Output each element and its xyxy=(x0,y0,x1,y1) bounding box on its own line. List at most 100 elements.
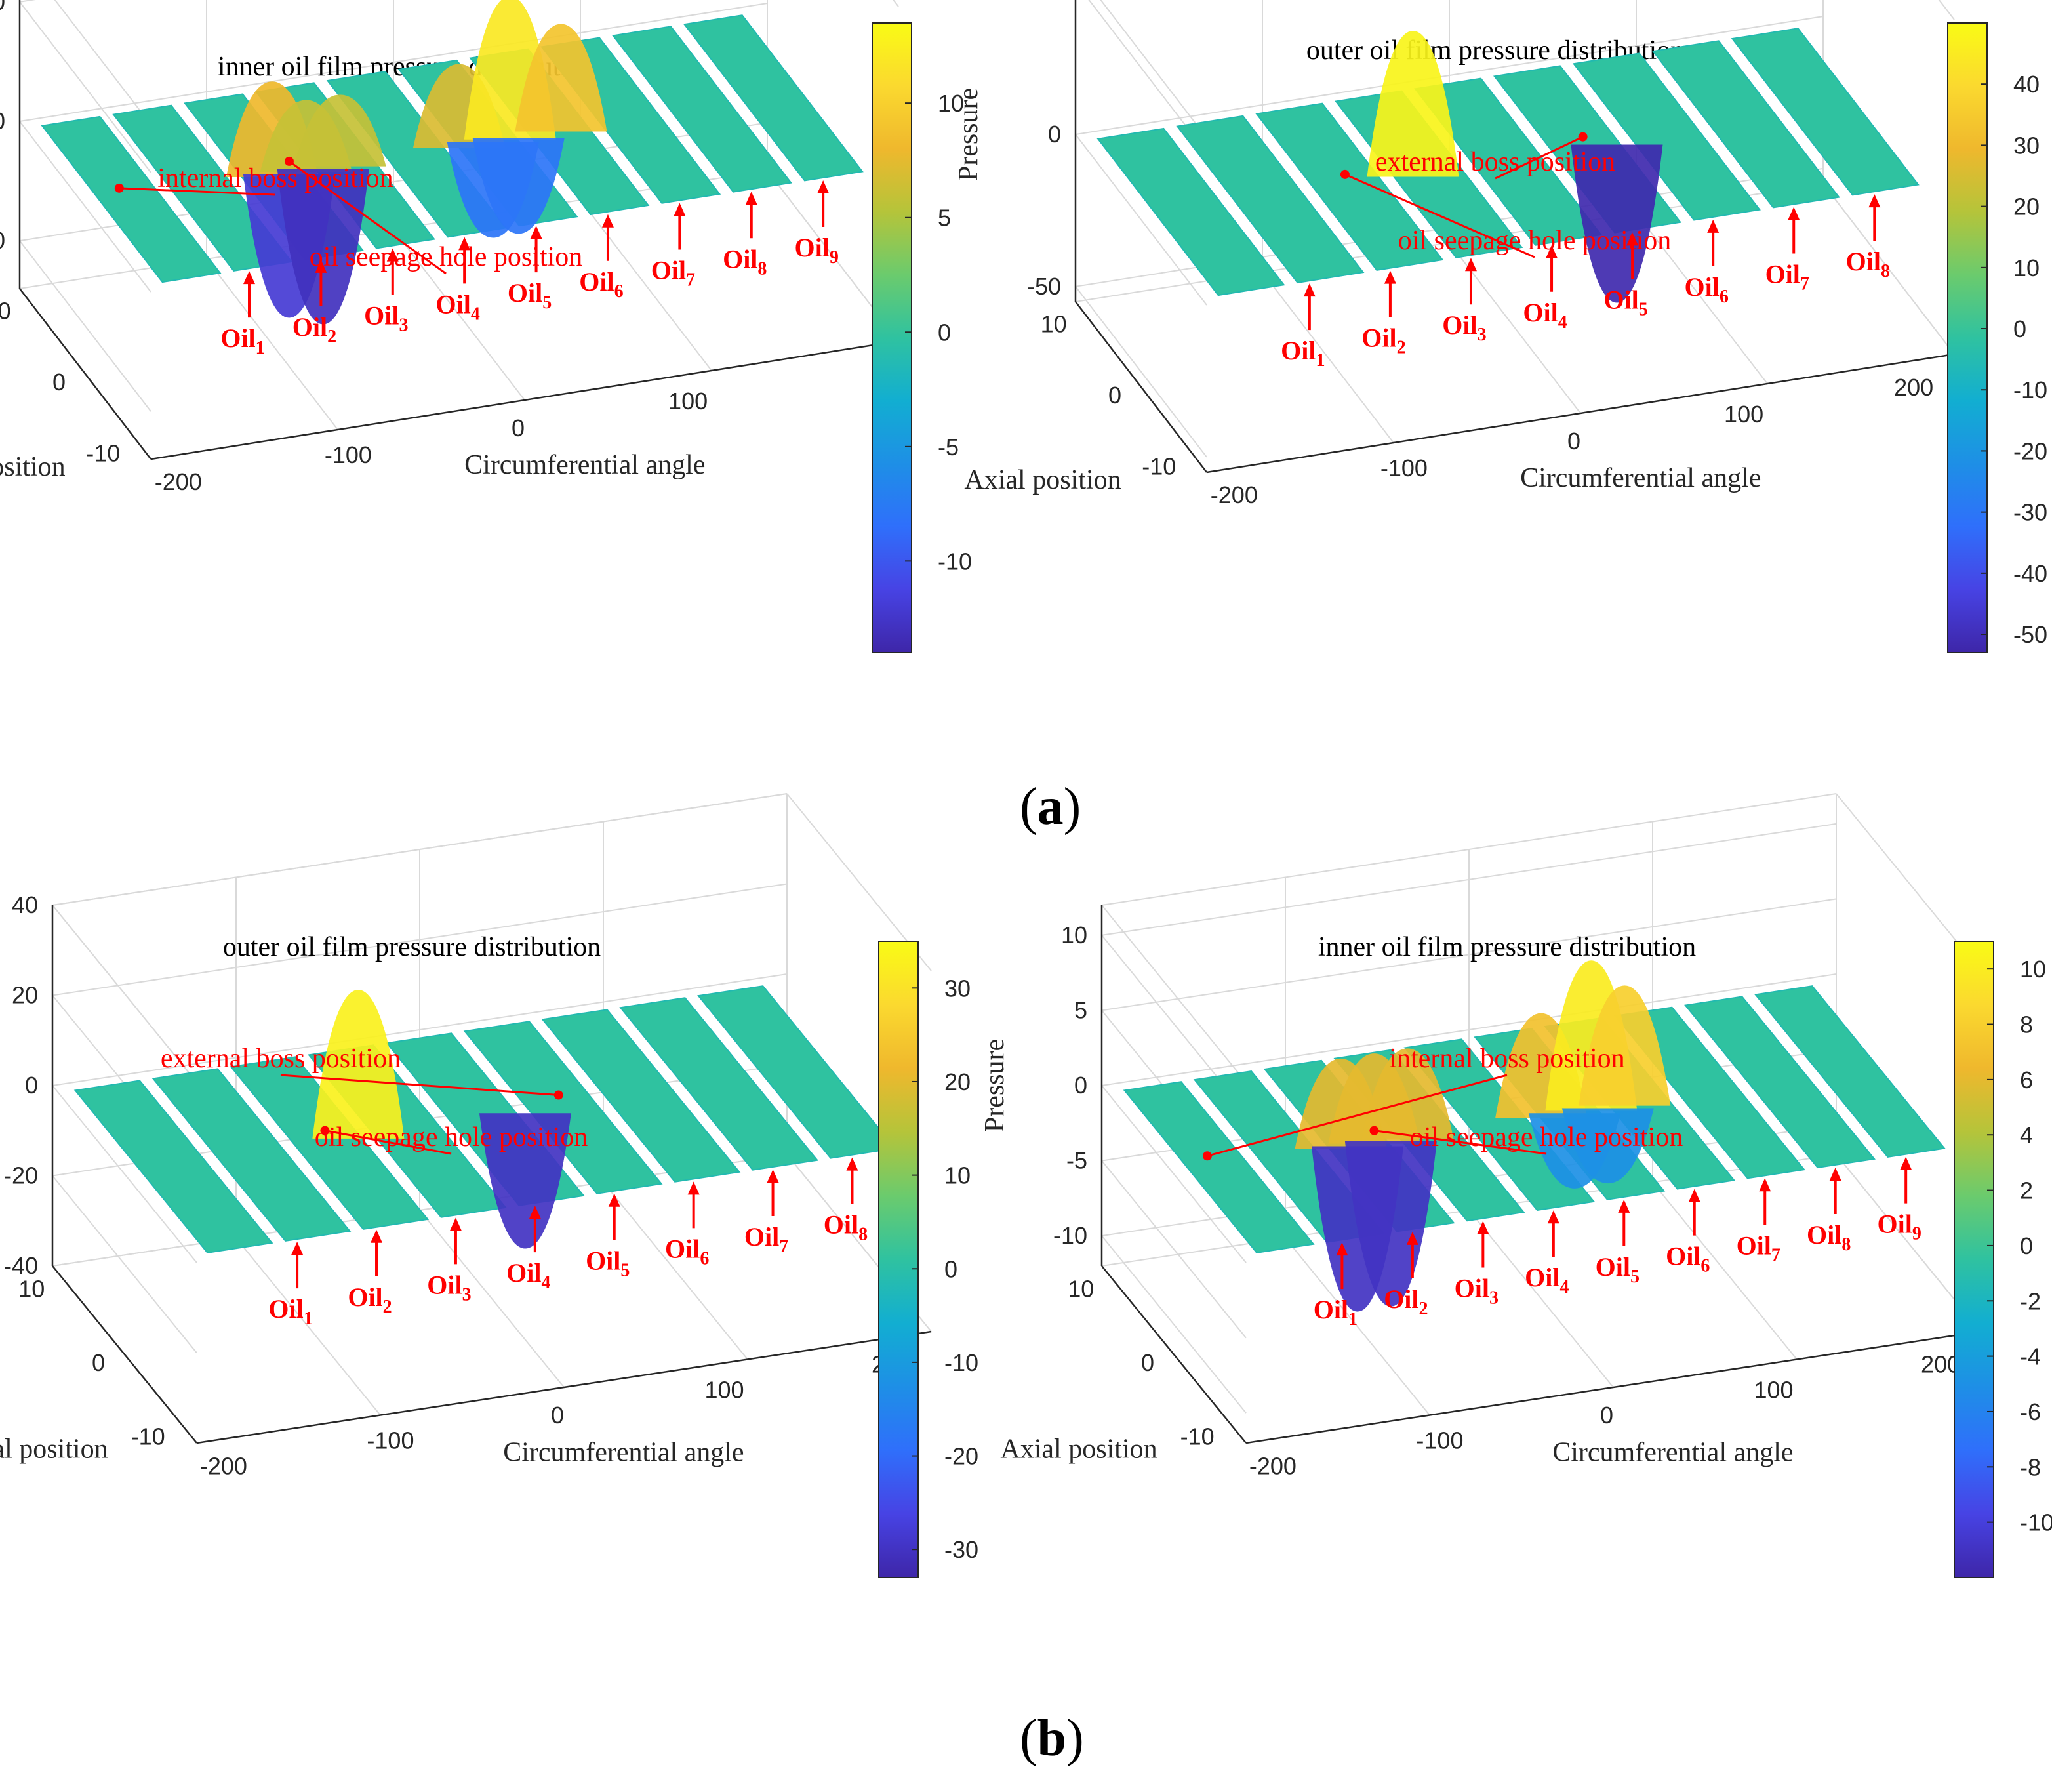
z-tick-label: -40 xyxy=(4,1252,38,1279)
colorbar-tick-label: 10 xyxy=(944,1162,971,1189)
grid-line xyxy=(1101,823,1837,936)
oil-arrowhead xyxy=(1547,1210,1559,1224)
oil-arrowhead xyxy=(1759,1178,1771,1192)
surface xyxy=(73,985,896,1253)
grid-line xyxy=(1468,1210,1614,1388)
oil-label-subscript: 8 xyxy=(757,258,767,279)
colorbar-tick-label: 10 xyxy=(2020,956,2046,983)
grid-line xyxy=(52,1175,197,1354)
x-axis xyxy=(1206,353,1955,474)
colorbar xyxy=(1954,941,1994,1578)
x-tick-label: 0 xyxy=(1567,428,1580,455)
x-tick-label: 200 xyxy=(1894,374,1933,401)
y-tick-label: -10 xyxy=(86,439,120,466)
colorbar-tick-label: -50 xyxy=(2013,621,2047,648)
oil-label-subscript: 9 xyxy=(1912,1224,1921,1244)
y-axis xyxy=(19,288,151,460)
z-axis-label: Pressure xyxy=(980,1039,1010,1132)
x-axis xyxy=(150,340,899,460)
x-axis-label: Circumferential angle xyxy=(1552,1437,1793,1467)
oil-label-subscript: 8 xyxy=(858,1225,868,1245)
surface-strip xyxy=(230,1056,430,1230)
colorbar-tick-label: 0 xyxy=(938,319,951,346)
oil-label-subscript: 1 xyxy=(1348,1309,1358,1330)
oil-label: Oil3 xyxy=(1455,1274,1499,1309)
grid-line xyxy=(1262,272,1394,443)
chart-title: outer oil film pressure distribution xyxy=(223,932,601,962)
grid-line xyxy=(19,240,151,412)
oil-label: Oil6 xyxy=(1666,1242,1710,1276)
z-tick-label: 10 xyxy=(1061,922,1087,948)
oil-label: Oil2 xyxy=(1361,323,1405,358)
y-tick-label: -10 xyxy=(131,1423,165,1450)
z-tick-label: 5 xyxy=(1074,996,1087,1023)
oil-label: Oil1 xyxy=(1281,336,1325,371)
oil-arrowhead xyxy=(1336,1242,1348,1256)
z-tick-label: 20 xyxy=(12,982,38,1009)
oil-label-subscript: 2 xyxy=(383,1297,392,1317)
grid-line xyxy=(19,3,768,122)
grid-line xyxy=(1075,286,1207,458)
oil-arrowhead xyxy=(1618,1199,1630,1213)
surface-peak xyxy=(472,138,565,234)
surface-strip xyxy=(1096,127,1285,296)
oil-label-subscript: 4 xyxy=(1558,312,1567,333)
panel-label-a: (a) xyxy=(1020,778,1081,836)
oil-label-subscript: 1 xyxy=(1316,350,1325,371)
oil-label-subscript: 6 xyxy=(1700,1256,1710,1276)
surface-peak xyxy=(1367,31,1459,177)
surface-peak xyxy=(515,24,607,132)
grid-line xyxy=(52,973,788,1086)
surface-strip xyxy=(73,1080,273,1253)
colorbar-tick-label: 6 xyxy=(2020,1067,2033,1093)
grid-line xyxy=(1101,973,1837,1086)
grid-line xyxy=(19,1,151,173)
oil-arrowhead xyxy=(1829,1167,1841,1181)
y-tick-label: 10 xyxy=(18,1276,45,1303)
oil-arrowhead xyxy=(745,192,757,205)
grid-line xyxy=(393,229,525,401)
z-tick-label: 10 xyxy=(0,0,5,15)
box-edge xyxy=(54,0,151,125)
oil-label-subscript: 4 xyxy=(471,304,480,324)
oil-label-subscript: 1 xyxy=(256,338,265,358)
oil-label-subscript: 4 xyxy=(542,1273,551,1293)
y-axis-label: Axial position xyxy=(0,1435,108,1465)
grid-line xyxy=(52,1085,197,1263)
oil-label: Oil9 xyxy=(1878,1210,1921,1244)
annotation-arrow xyxy=(1495,136,1584,180)
annotation-arrow xyxy=(280,1074,559,1097)
grid-line xyxy=(1101,1235,1247,1414)
surface-strip xyxy=(1403,1038,1596,1212)
y-axis-label: Axial position xyxy=(1000,1435,1157,1465)
oil-arrowhead xyxy=(1546,245,1558,258)
grid-line xyxy=(1822,183,1955,355)
z-tick-label: 0 xyxy=(0,108,5,134)
x-tick-label: -100 xyxy=(1380,455,1428,481)
annotation-arrowhead xyxy=(1369,1126,1379,1135)
colorbar-tick-label: 0 xyxy=(2020,1232,2033,1259)
colorbar-tick-label: 10 xyxy=(2013,255,2040,281)
x-tick-label: 100 xyxy=(705,1376,744,1403)
chart-a-right: -200-1000100200100-10500-50Circumferenti… xyxy=(954,0,2047,653)
z-tick-label: -20 xyxy=(4,1162,38,1189)
grid-line xyxy=(52,883,788,996)
grid-line xyxy=(1636,213,1768,384)
y-tick-label: 0 xyxy=(1141,1349,1154,1376)
oil-arrowhead xyxy=(687,1181,700,1195)
oil-arrowhead xyxy=(449,1217,462,1231)
oil-arrowhead xyxy=(1868,194,1881,208)
oil-label: Oil5 xyxy=(586,1246,630,1281)
colorbar-tick-label: -20 xyxy=(944,1443,978,1470)
y-tick-label: 0 xyxy=(1108,382,1121,409)
oil-arrowhead xyxy=(458,237,471,251)
surface-strip xyxy=(1123,1081,1315,1253)
oil-label: Oil4 xyxy=(506,1258,550,1293)
box-edge xyxy=(1938,0,1955,20)
colorbar-tick-label: -2 xyxy=(2020,1288,2041,1314)
annotation-label: external boss position xyxy=(1375,147,1615,177)
annotation-label: oil seepage hole position xyxy=(1398,226,1671,256)
grid-line xyxy=(1101,898,1837,1011)
surface-strip xyxy=(1651,40,1840,209)
surface-strip xyxy=(697,985,896,1159)
